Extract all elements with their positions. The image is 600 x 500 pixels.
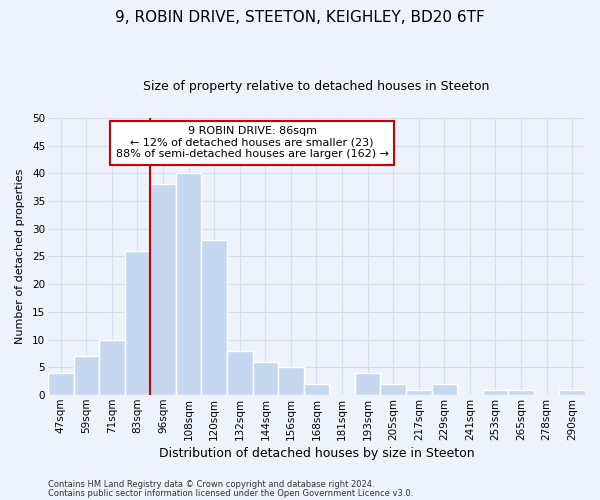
X-axis label: Distribution of detached houses by size in Steeton: Distribution of detached houses by size …	[158, 447, 474, 460]
Bar	[99, 340, 125, 395]
Y-axis label: Number of detached properties: Number of detached properties	[15, 169, 25, 344]
Bar	[176, 174, 202, 395]
Bar	[150, 184, 176, 395]
Title: Size of property relative to detached houses in Steeton: Size of property relative to detached ho…	[143, 80, 490, 93]
Bar	[355, 373, 380, 395]
Bar	[278, 368, 304, 395]
Text: Contains public sector information licensed under the Open Government Licence v3: Contains public sector information licen…	[48, 488, 413, 498]
Bar	[406, 390, 431, 395]
Bar	[431, 384, 457, 395]
Bar	[253, 362, 278, 395]
Bar	[559, 390, 585, 395]
Bar	[202, 240, 227, 395]
Bar	[508, 390, 534, 395]
Bar	[125, 251, 150, 395]
Text: 9 ROBIN DRIVE: 86sqm
← 12% of detached houses are smaller (23)
88% of semi-detac: 9 ROBIN DRIVE: 86sqm ← 12% of detached h…	[116, 126, 389, 160]
Bar	[48, 373, 74, 395]
Text: Contains HM Land Registry data © Crown copyright and database right 2024.: Contains HM Land Registry data © Crown c…	[48, 480, 374, 489]
Bar	[304, 384, 329, 395]
Bar	[483, 390, 508, 395]
Text: 9, ROBIN DRIVE, STEETON, KEIGHLEY, BD20 6TF: 9, ROBIN DRIVE, STEETON, KEIGHLEY, BD20 …	[115, 10, 485, 25]
Bar	[380, 384, 406, 395]
Bar	[227, 351, 253, 395]
Bar	[74, 356, 99, 395]
